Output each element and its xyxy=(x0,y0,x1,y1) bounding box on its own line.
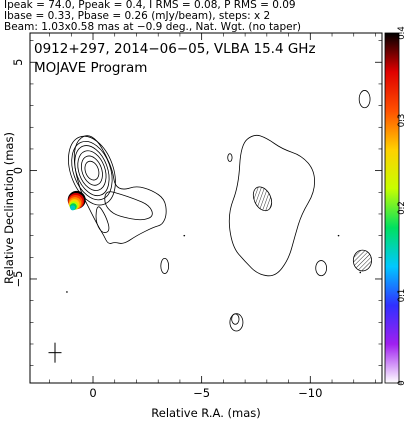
x-tick-label-1: −5 xyxy=(193,386,210,400)
small-contour-6 xyxy=(231,313,240,325)
polarization-band-8 xyxy=(70,205,76,211)
core-contour-3 xyxy=(77,150,107,191)
plot-title: 0912+297, 2014−06−05, VLBA 15.4 GHz xyxy=(34,41,316,57)
jet-outer-contour xyxy=(73,135,167,244)
core-contour-5 xyxy=(71,141,113,201)
small-contour-3 xyxy=(315,260,327,277)
noise-dot-4 xyxy=(337,234,340,237)
header-line-3: Beam: 1.03x0.58 mas at −0.9 deg., Nat. W… xyxy=(4,21,302,33)
y-tick-label-2: −5 xyxy=(11,270,25,287)
hatched-contour-2 xyxy=(352,249,372,272)
core-contour-2 xyxy=(80,155,103,186)
header-line-2: Ibase = 0.33, Pbase = 0.26 (mJy/beam), s… xyxy=(4,10,271,22)
colorbar-tick-label-3: 0.3 xyxy=(397,114,407,128)
small-contour-2 xyxy=(227,153,233,162)
colorbar-tick-label-0: 0 xyxy=(397,380,407,385)
noise-dot-3 xyxy=(183,234,186,237)
colorbar-ticks: 0 0.1 0.2 0.3 0.4 xyxy=(397,26,407,385)
hotspot-contour xyxy=(228,134,316,277)
core-contour-6 xyxy=(68,135,116,206)
plot-frame xyxy=(29,32,383,384)
colorbar-tick-label-2: 0.2 xyxy=(397,201,407,215)
hatched-contour-1 xyxy=(252,186,273,212)
colorbar-tick-label-1: 0.1 xyxy=(397,289,407,303)
plot-subtitle: MOJAVE Program xyxy=(34,60,148,76)
y-tick-label-1: 0 xyxy=(11,167,25,174)
core-contour-4 xyxy=(74,145,110,197)
polarization-layer xyxy=(67,190,86,211)
x-tick-label-2: −10 xyxy=(298,386,322,400)
jet-lobe-contour xyxy=(95,206,110,233)
y-axis-label: Relative Declination (mas) xyxy=(2,132,16,284)
y-tick-label-0: 5 xyxy=(11,59,25,66)
noise-dot-2 xyxy=(359,271,362,274)
noise-dot-1 xyxy=(66,291,68,293)
core-contour-1 xyxy=(84,160,100,181)
header-line-1: Ipeak = 74.0, Ppeak = 0.4, I RMS = 0.08,… xyxy=(4,0,296,11)
colorbar-tick-label-4: 0.4 xyxy=(397,26,407,40)
small-contour-5 xyxy=(229,313,244,332)
x-tick-label-0: 0 xyxy=(89,386,96,400)
jet-inner-contour xyxy=(104,191,153,221)
axes-layer: 0 −5 −10 5 0 −5 xyxy=(11,33,382,400)
small-contour-1 xyxy=(160,257,170,274)
small-contour-4 xyxy=(358,90,371,109)
x-axis-label: Relative R.A. (mas) xyxy=(151,406,260,420)
contour-layer xyxy=(48,90,372,363)
